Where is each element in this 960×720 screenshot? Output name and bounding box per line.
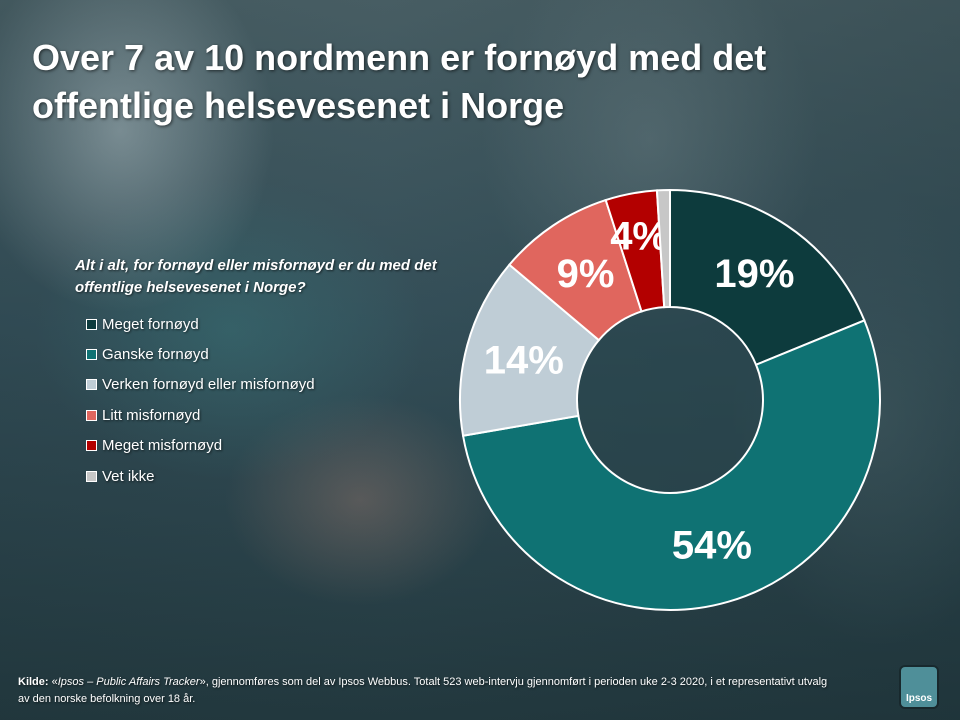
donut-slice (459, 263, 601, 437)
legend-label: Verken fornøyd eller misfornøyd (102, 376, 315, 394)
source-quote-close: », (199, 676, 209, 688)
slice-label: 9% (557, 252, 615, 296)
legend-item: Meget fornøyd (86, 309, 315, 339)
legend-label: Vet ikke (102, 467, 155, 485)
slice-label: 19% (714, 252, 794, 296)
legend-item: Meget misfornøyd (86, 431, 315, 461)
donut-slice (461, 319, 881, 611)
legend-label: Meget fornøyd (102, 315, 199, 333)
survey-question: Alt i alt, for fornøyd eller misfornøyd … (75, 257, 437, 296)
legend-swatch (86, 318, 97, 330)
legend-item: Vet ikke (86, 461, 315, 491)
donut-chart: 19%54%14%9%4% (459, 188, 881, 611)
legend-item: Litt misfornøyd (86, 400, 315, 430)
page-title: Over 7 av 10 nordmenn er fornøyd med det… (32, 37, 767, 126)
source-label: Kilde: (18, 676, 52, 688)
legend-swatch (86, 409, 97, 421)
donut-hole (577, 307, 763, 493)
source-tracker: Ipsos – Public Affairs Tracker (57, 676, 200, 688)
legend-swatch (86, 440, 97, 452)
legend-swatch (86, 379, 97, 391)
legend-label: Ganske fornøyd (102, 346, 209, 364)
legend-swatch (86, 470, 97, 482)
source-note: Kilde: «Ipsos – Public Affairs Tracker»,… (18, 674, 838, 708)
slice-label: 54% (672, 524, 752, 568)
legend-label: Meget misfornøyd (102, 437, 223, 455)
legend-swatch (86, 349, 97, 361)
logo-text: Ipsos (905, 693, 933, 704)
ipsos-logo: Ipsos (901, 667, 937, 707)
donut-slice (655, 188, 671, 309)
chart-legend: Meget fornøyd Ganske fornøyd Verken fornøy… (86, 309, 315, 491)
donut-slice (669, 188, 866, 367)
source-quote-open: « (51, 676, 58, 688)
source-text: gjennomføres som del av Ipsos Webbus. To… (18, 676, 828, 705)
legend-item: Ganske fornøyd (86, 339, 315, 369)
slice-label: 14% (484, 338, 564, 382)
legend-item: Verken fornøyd eller misfornøyd (86, 370, 315, 400)
legend-label: Litt misfornøyd (102, 406, 201, 424)
